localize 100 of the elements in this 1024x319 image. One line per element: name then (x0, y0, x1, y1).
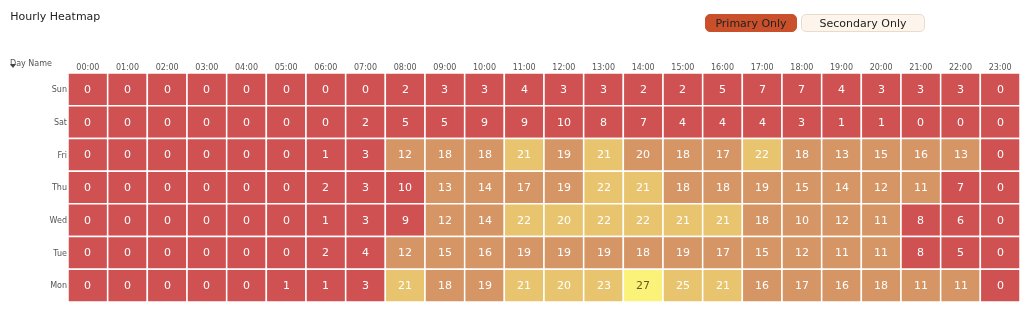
data-label: 4 (759, 116, 766, 129)
data-label: 11 (914, 279, 928, 292)
x-tick-label: 12:00 (552, 63, 576, 73)
data-label: 0 (164, 148, 171, 161)
data-label: 20 (557, 214, 571, 227)
data-label: 15 (874, 148, 888, 161)
data-label: 13 (835, 148, 849, 161)
data-label: 16 (914, 148, 928, 161)
y-tick-label: Thu (50, 183, 67, 193)
data-label: 19 (755, 181, 769, 194)
data-label: 18 (716, 181, 730, 194)
data-label: 18 (874, 279, 888, 292)
data-label: 18 (755, 214, 769, 227)
data-label: 11 (874, 246, 888, 259)
data-label: 19 (478, 279, 492, 292)
data-label: 18 (438, 279, 452, 292)
data-label: 1 (283, 279, 290, 292)
data-label: 19 (557, 181, 571, 194)
data-label: 0 (164, 116, 171, 129)
data-label: 0 (124, 279, 131, 292)
y-tick-label: Wed (49, 216, 67, 226)
chart-title: Hourly Heatmap (10, 10, 101, 24)
data-label: 10 (557, 116, 571, 129)
data-label: 0 (84, 214, 91, 227)
data-label: 0 (84, 148, 91, 161)
data-label: 5 (402, 116, 409, 129)
data-label: 17 (795, 279, 809, 292)
data-label: 20 (557, 279, 571, 292)
data-label: 4 (838, 83, 845, 96)
data-label: 2 (362, 116, 369, 129)
x-tick-label: 23:00 (988, 63, 1012, 73)
data-label: 10 (795, 214, 809, 227)
data-label: 5 (719, 83, 726, 96)
data-label: 12 (438, 214, 452, 227)
data-label: 1 (838, 116, 845, 129)
data-label: 0 (164, 181, 171, 194)
data-label: 0 (203, 181, 210, 194)
data-label: 4 (521, 83, 528, 96)
data-label: 23 (597, 279, 611, 292)
data-label: 14 (478, 181, 492, 194)
data-label: 0 (203, 148, 210, 161)
data-label: 0 (997, 83, 1004, 96)
data-label: 9 (481, 116, 488, 129)
x-tick-label: 00:00 (76, 63, 100, 73)
x-tick-label: 16:00 (710, 63, 735, 73)
x-tick-label: 19:00 (829, 63, 854, 73)
x-tick-label: 02:00 (155, 63, 179, 73)
x-tick-label: 10:00 (472, 63, 497, 73)
data-label: 3 (878, 83, 885, 96)
data-label: 0 (997, 116, 1004, 129)
data-label: 9 (521, 116, 528, 129)
data-label: 0 (283, 246, 290, 259)
data-label: 3 (798, 116, 805, 129)
data-label: 0 (243, 83, 250, 96)
data-label: 0 (124, 148, 131, 161)
data-label: 0 (997, 214, 1004, 227)
data-label: 0 (243, 214, 250, 227)
data-label: 7 (798, 83, 805, 96)
y-tick-label: Mon (50, 281, 67, 291)
data-label: 3 (917, 83, 924, 96)
data-label: 2 (322, 246, 329, 259)
data-label: 21 (398, 279, 412, 292)
x-tick-label: 17:00 (750, 63, 774, 73)
data-label: 21 (716, 279, 730, 292)
x-tick-label: 22:00 (948, 63, 973, 73)
data-label: 2 (402, 83, 409, 96)
x-tick-label: 20:00 (869, 63, 893, 73)
data-label: 22 (636, 214, 650, 227)
data-label: 18 (676, 148, 690, 161)
x-tick-label: 13:00 (591, 63, 616, 73)
data-label: 1 (322, 279, 329, 292)
data-label: 21 (597, 148, 611, 161)
data-label: 16 (755, 279, 769, 292)
data-label: 14 (478, 214, 492, 227)
data-label: 15 (795, 181, 809, 194)
data-label: 0 (243, 148, 250, 161)
data-label: 4 (719, 116, 726, 129)
y-tick-label: Sun (51, 85, 67, 95)
data-label: 25 (676, 279, 690, 292)
data-label: 3 (362, 214, 369, 227)
data-label: 3 (600, 83, 607, 96)
data-label: 21 (636, 181, 650, 194)
x-tick-label: 21:00 (909, 63, 933, 73)
x-tick-label: 03:00 (195, 63, 219, 73)
data-label: 12 (398, 148, 412, 161)
data-label: 2 (679, 83, 686, 96)
data-label: 0 (84, 279, 91, 292)
data-label: 17 (716, 148, 730, 161)
data-label: 6 (957, 214, 964, 227)
data-label: 0 (124, 83, 131, 96)
data-label: 0 (164, 279, 171, 292)
data-label: 0 (283, 214, 290, 227)
x-tick-label: 05:00 (274, 63, 298, 73)
data-label: 0 (203, 116, 210, 129)
data-label: 16 (835, 279, 849, 292)
data-label: 18 (438, 148, 452, 161)
data-label: 0 (164, 83, 171, 96)
data-label: 0 (243, 279, 250, 292)
data-label: 16 (478, 246, 492, 259)
data-label: 4 (362, 246, 369, 259)
